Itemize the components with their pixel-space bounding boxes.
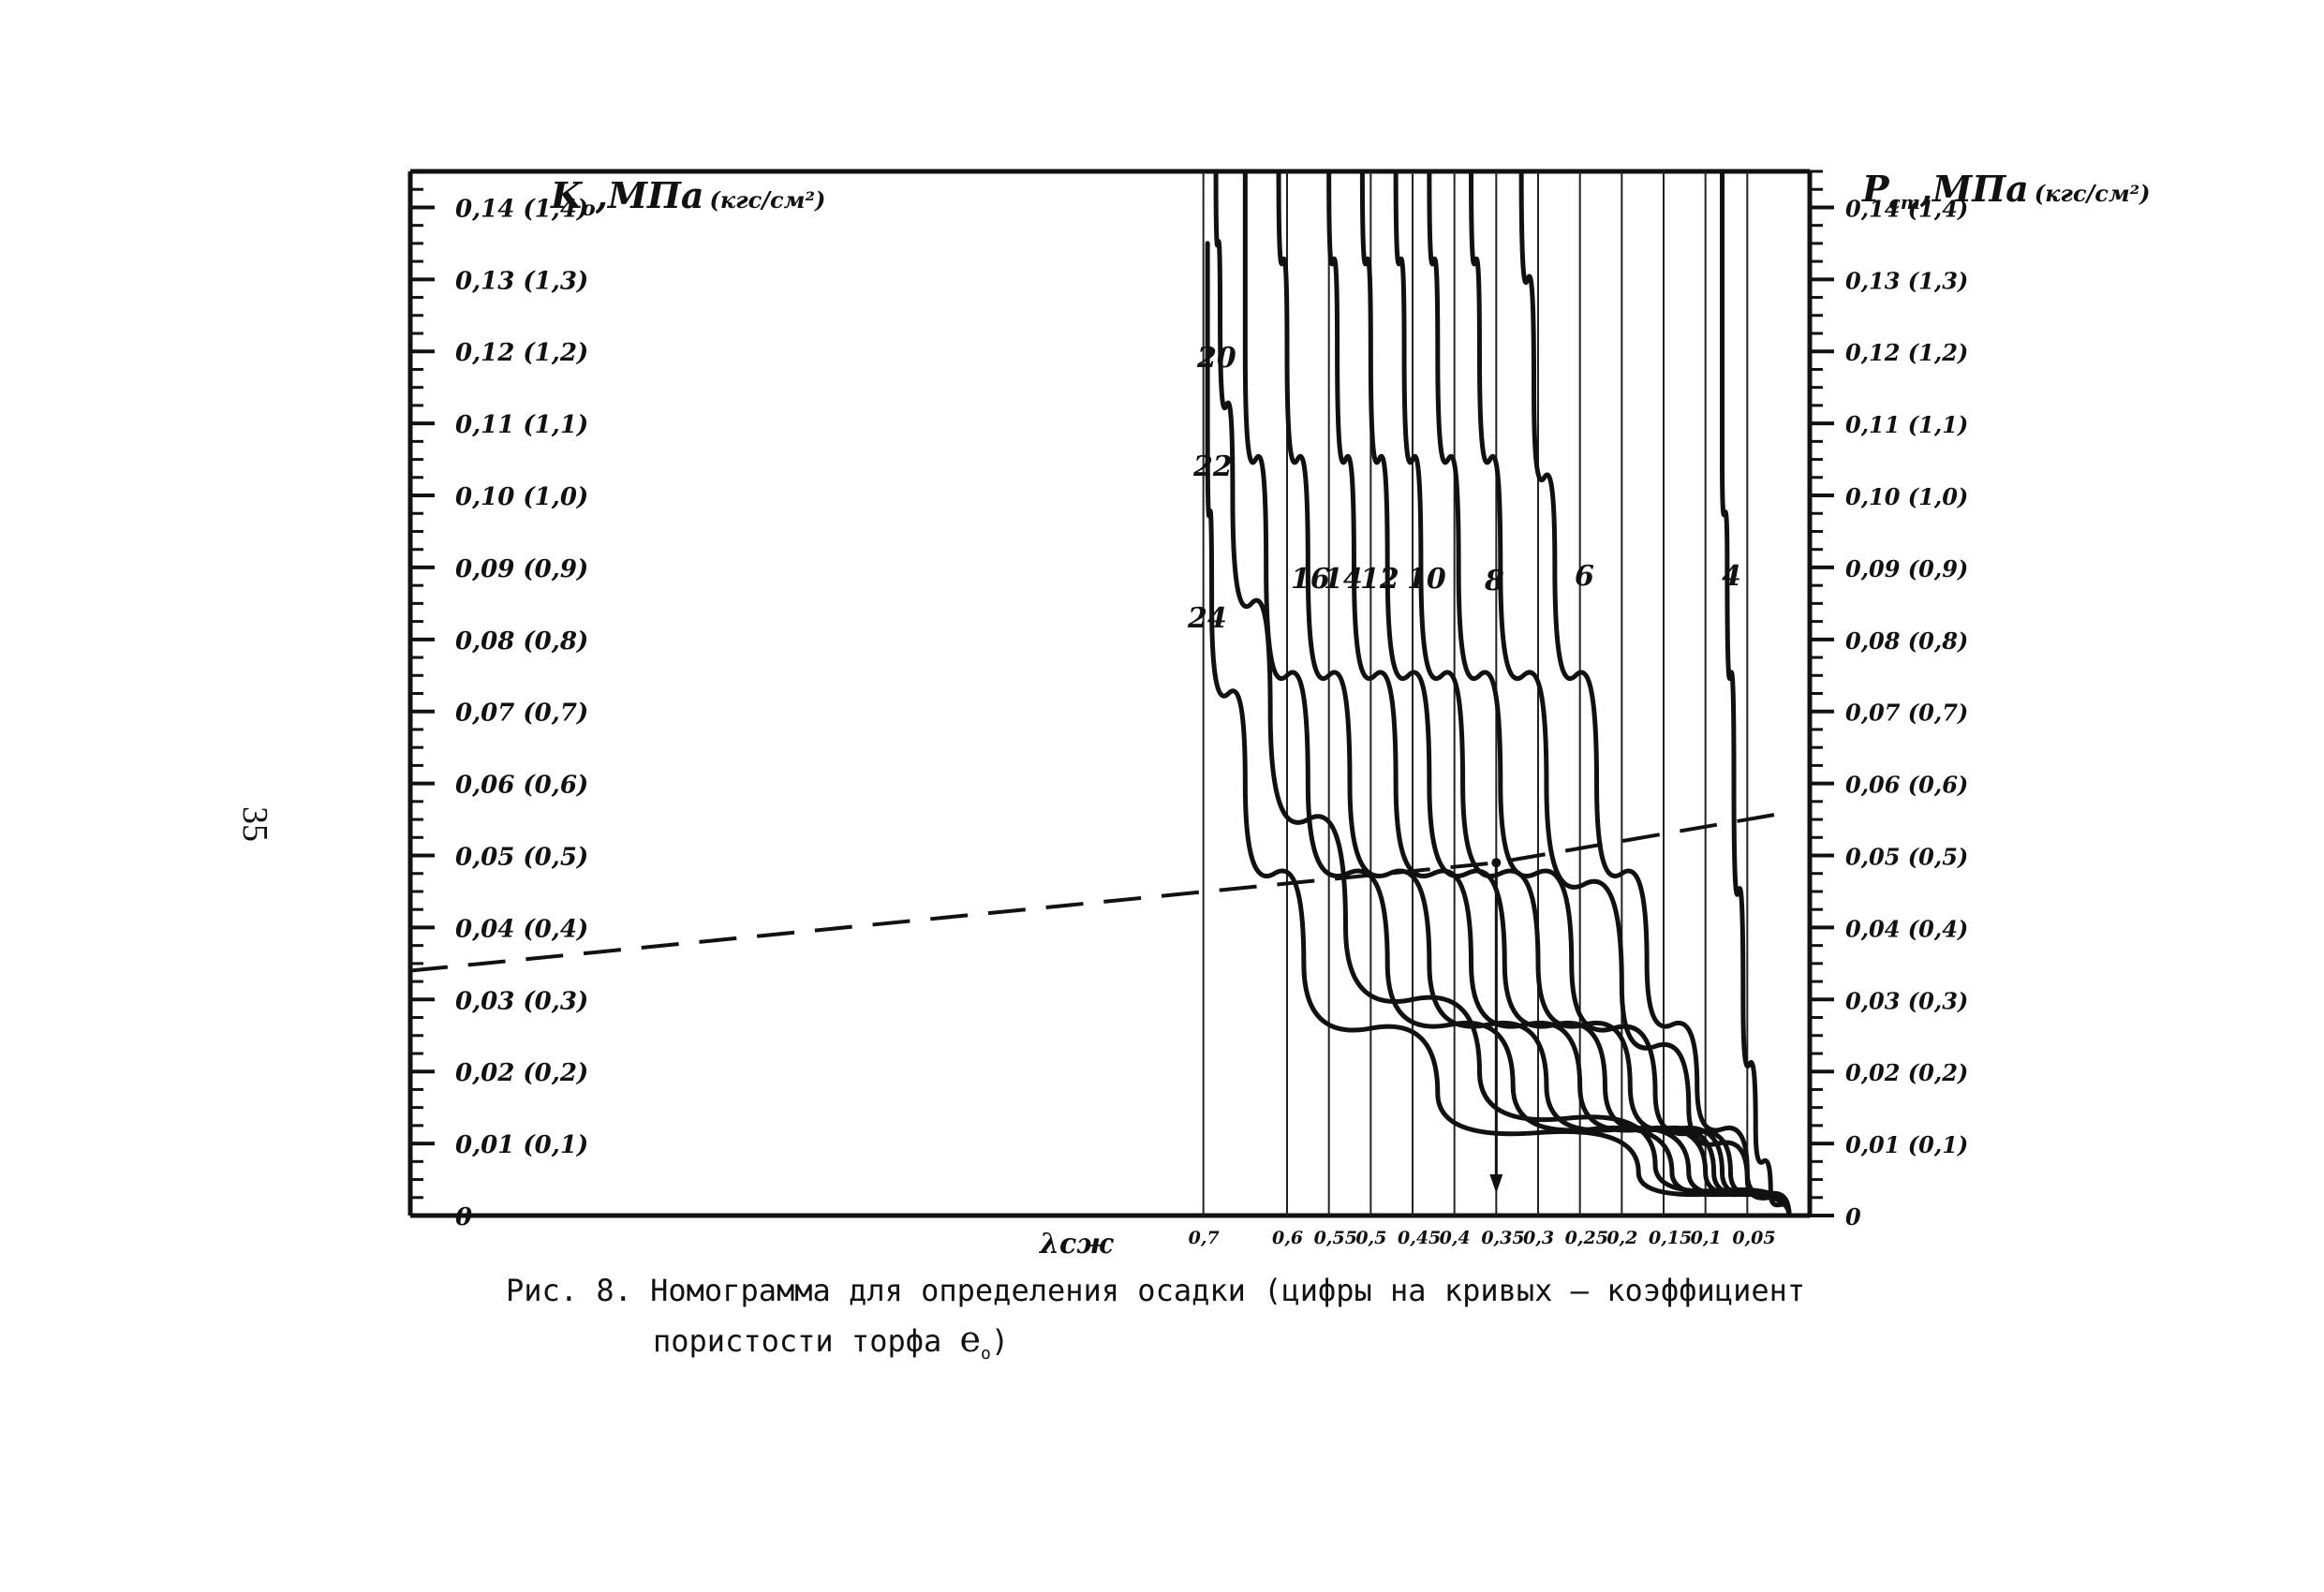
x-tick-label: 0,3 [1523,1228,1554,1248]
x-tick-label: 0,5 [1355,1228,1386,1248]
curve-e24 [1205,241,1792,1218]
right-tick-label: 0,03 (0,3) [1845,987,1968,1014]
left-axis-title: Ko,МПа (кгс/см²) [550,174,825,221]
porosity-curves [1205,169,1792,1218]
left-tick-label: 0,09 (0,9) [455,555,588,583]
x-tick-label: 0,35 [1481,1228,1524,1248]
right-tick-label: 0,14 (1,4) [1845,195,1968,222]
example-line [409,810,1790,973]
left-tick-label: 0,04 (0,4) [455,915,588,943]
left-tick-label: 0,06 (0,6) [455,772,588,800]
curve-label-10: 10 [1407,563,1446,596]
x-tick-label: 0,15 [1649,1228,1692,1248]
right-tick-label: 0,09 (0,9) [1845,555,1968,582]
figure-caption: Рис. 8. Номограмма для определения осадк… [506,1266,1817,1378]
page-number: 35 [235,806,274,842]
right-tick-label: 0,13 (1,3) [1845,267,1968,294]
curve-label-24: 24 [1187,602,1227,635]
right-tick-label: 0,06 (0,6) [1845,772,1968,799]
chart-frame [407,169,1813,1218]
caption-line-2: пористости торфа eo) [653,1319,1010,1364]
curve-e22 [1213,169,1792,1218]
x-tick-label: 0,4 [1440,1228,1471,1248]
left-tick-label: 0,08 (0,8) [455,627,588,656]
curve-label-20: 20 [1196,342,1236,375]
left-axis-ticks: 0 0,01 (0,1) 0,02 (0,2) 0,03 (0,3) 0,04 (0,4… [410,170,588,1231]
left-tick-label: 0,11 (1,1) [455,411,588,439]
example-dashed-line [409,810,1790,1193]
curve-label-8: 8 [1484,565,1504,597]
right-tick-label: 0,08 (0,8) [1845,627,1968,655]
curve-label-12: 12 [1360,563,1399,596]
left-tick-label: 0 [455,1203,472,1231]
x-tick-label: 0,05 [1732,1228,1775,1248]
left-tick-label: 0,12 (1,2) [455,339,588,367]
left-tick-label: 0,01 (0,1) [455,1131,588,1159]
example-point [1491,858,1502,868]
curve-label-14: 14 [1324,563,1363,596]
right-tick-label: 0,11 (1,1) [1845,411,1968,438]
right-tick-label: 0,04 (0,4) [1845,915,1968,942]
curve-label-4: 4 [1722,560,1741,593]
curve-e4 [1720,169,1792,1218]
porosity-symbol: e [959,1319,982,1360]
curve-label-16: 16 [1291,563,1330,596]
x-tick-label: 0,7 [1189,1228,1220,1248]
left-tick-label: 0,10 (1,0) [455,483,588,511]
right-axis-ticks: 0 0,01 (0,1) 0,02 (0,2) 0,03 (0,3) 0,04 (0,4… [1810,170,1968,1231]
right-tick-label: 0,10 (1,0) [1845,483,1968,510]
x-axis-title: λсж [1038,1228,1114,1260]
right-tick-label: 0,12 (1,2) [1845,339,1968,366]
x-tick-label: 0,1 [1691,1228,1722,1248]
x-tick-label: 0,6 [1272,1228,1303,1248]
x-tick-label: 0,45 [1398,1228,1441,1248]
right-tick-label: 0,01 (0,1) [1845,1131,1968,1158]
x-tick-label: 0,25 [1565,1228,1608,1248]
left-tick-label: 0,13 (1,3) [455,267,588,295]
right-tick-label: 0,05 (0,5) [1845,844,1968,871]
caption-line-1: Рис. 8. Номограмма для определения осадк… [506,1273,1806,1308]
left-tick-label: 0,14 (1,4) [455,195,588,223]
left-tick-label: 0,05 (0,5) [455,844,588,872]
curve-label-22: 22 [1192,450,1233,483]
curve-e20 [1242,169,1792,1218]
curve-e6 [1518,169,1792,1218]
right-tick-label: 0,07 (0,7) [1845,700,1968,727]
left-tick-label: 0,07 (0,7) [455,700,588,728]
example-arrow-icon [1489,1174,1503,1193]
right-axis-title: Pст,МПа (кгс/см²) [1861,168,2151,214]
curve-e16 [1326,169,1792,1218]
right-tick-label: 0 [1845,1203,1861,1231]
left-tick-label: 0,02 (0,2) [455,1059,588,1087]
x-tick-label: 0,55 [1314,1228,1357,1248]
x-tick-label: 0,2 [1606,1228,1637,1248]
left-tick-label: 0,03 (0,3) [455,987,588,1015]
curve-label-6: 6 [1575,560,1594,593]
right-tick-label: 0,02 (0,2) [1845,1059,1968,1086]
